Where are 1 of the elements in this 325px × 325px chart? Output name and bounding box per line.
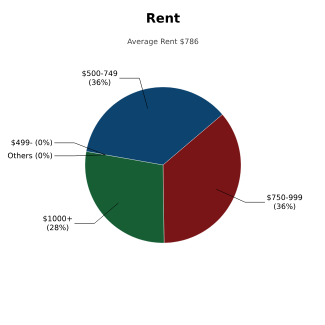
chart-title: Rent	[147, 13, 180, 23]
